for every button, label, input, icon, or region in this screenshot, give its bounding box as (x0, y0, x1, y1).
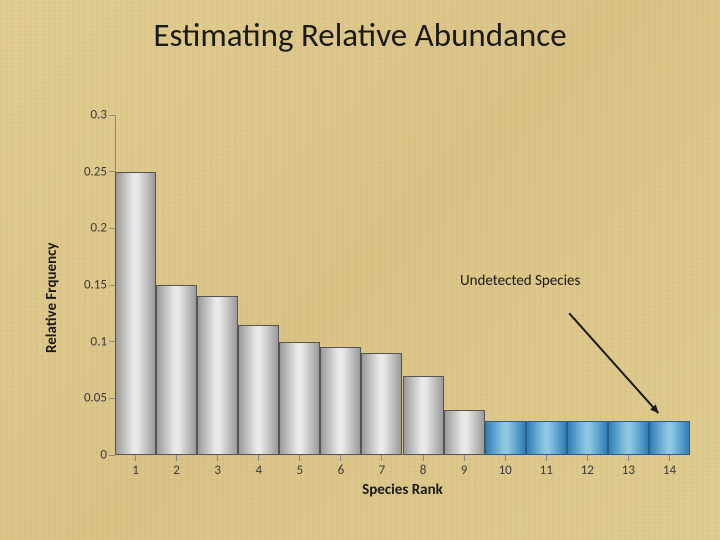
plot-area: 00.050.10.150.20.250.3123456789101112131… (115, 115, 690, 455)
xtick-label: 9 (461, 463, 468, 478)
xtick (628, 455, 629, 461)
ytick-label: 0.2 (67, 221, 107, 236)
xtick-label: 7 (379, 463, 386, 478)
slide-title: Estimating Relative Abundance (0, 15, 720, 55)
xtick (176, 455, 177, 461)
xtick (587, 455, 588, 461)
x-axis-label: Species Rank (362, 481, 443, 499)
xtick (546, 455, 547, 461)
xtick (299, 455, 300, 461)
xtick (423, 455, 424, 461)
xtick-label: 13 (622, 463, 635, 478)
ytick-label: 0.15 (67, 278, 107, 293)
y-axis-label: Relative Frquency (43, 242, 61, 353)
ytick-label: 0.05 (67, 391, 107, 406)
xtick (505, 455, 506, 461)
xtick-label: 3 (214, 463, 221, 478)
xtick-label: 6 (338, 463, 345, 478)
xtick-label: 4 (255, 463, 262, 478)
xtick-label: 1 (132, 463, 139, 478)
xtick (340, 455, 341, 461)
xtick (258, 455, 259, 461)
xtick-label: 5 (297, 463, 304, 478)
xtick-label: 8 (420, 463, 427, 478)
xtick-label: 14 (663, 463, 676, 478)
annotation-arrow (115, 115, 690, 455)
ytick-label: 0.3 (67, 108, 107, 123)
xtick (464, 455, 465, 461)
xtick (135, 455, 136, 461)
xtick-label: 2 (173, 463, 180, 478)
slide-background: Estimating Relative Abundance 00.050.10.… (0, 0, 720, 540)
ytick-label: 0.1 (67, 334, 107, 349)
abundance-chart: 00.050.10.150.20.250.3123456789101112131… (115, 115, 690, 455)
ytick-label: 0 (67, 448, 107, 463)
xtick-label: 12 (581, 463, 594, 478)
xtick-label: 10 (499, 463, 512, 478)
ytick-label: 0.25 (67, 164, 107, 179)
xtick (381, 455, 382, 461)
xtick-label: 11 (540, 463, 553, 478)
xtick (669, 455, 670, 461)
xtick (217, 455, 218, 461)
